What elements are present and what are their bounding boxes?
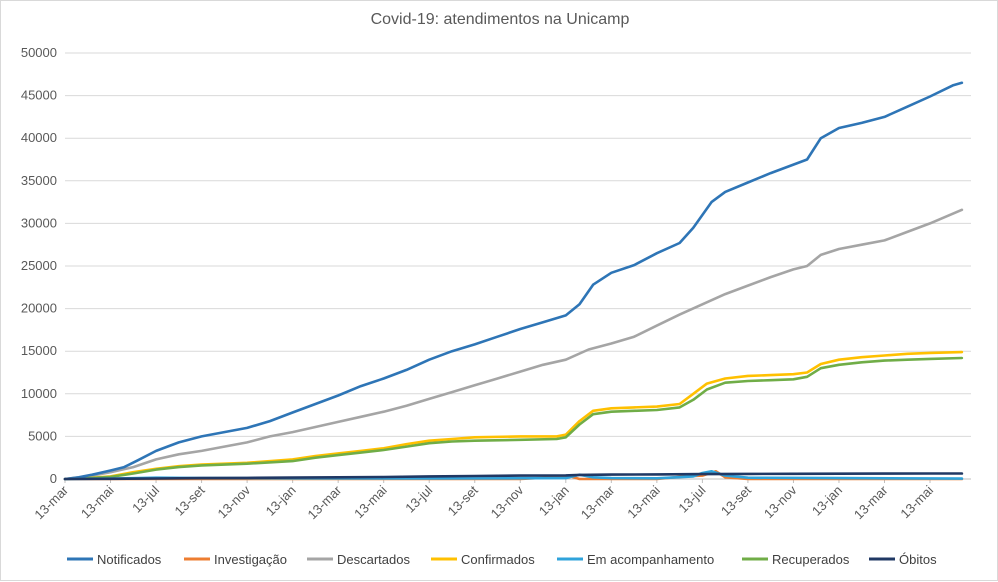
legend-label: Óbitos [899,552,937,567]
x-axis: 13-mar 13-mai 13-jul 13-set 13-nov 13-jan 13-m… [31,478,971,522]
x-tick-label: 13-jan [263,483,299,519]
x-tick-label: 13-mai [897,482,936,521]
x-tick-label: 13-jul [675,482,708,515]
legend-label: Investigação [214,552,287,567]
legend-label: Descartados [337,552,410,567]
y-tick-label: 45000 [21,88,57,103]
x-tick-label: 13-jul [402,482,435,515]
legend-label: Notificados [97,552,162,567]
y-tick-label: 10000 [21,386,57,401]
x-tick-label: 13-nov [215,482,254,521]
y-tick-label: 35000 [21,173,57,188]
x-tick-label: 13-nov [761,482,800,521]
x-tick-label: 13-mai [624,482,663,521]
legend-item: Óbitos [869,552,937,567]
x-tick-label: 13-set [718,482,754,518]
x-tick-label: 13-mar [851,482,891,522]
y-tick-label: 30000 [21,215,57,230]
series-lines [63,81,964,481]
x-tick-label: 13-set [445,482,481,518]
series-line-notificados [63,81,964,481]
legend-label: Recuperados [772,552,850,567]
legend-item: Confirmados [431,552,535,567]
legend-item: Recuperados [742,552,850,567]
x-tick-label: 13-mar [305,482,345,522]
x-tick-label: 13-nov [488,482,527,521]
x-tick-label: 13-mar [31,482,71,522]
legend-label: Confirmados [461,552,535,567]
legend: Notificados Investigação Descartados Confir… [67,552,937,567]
legend-item: Descartados [307,552,410,567]
y-tick-label: 15000 [21,343,57,358]
legend-label: Em acompanhamento [587,552,714,567]
series-line-óbitos [63,472,964,481]
chart-title: Covid-19: atendimentos na Unicamp [370,11,630,28]
y-tick-label: 0 [50,471,57,486]
x-tick-label: 13-set [172,482,208,518]
y-tick-label: 25000 [21,258,57,273]
series-line-descartados [63,208,964,481]
y-tick-label: 20000 [21,301,57,316]
x-tick-label: 13-mar [578,482,618,522]
y-tick-label: 50000 [21,45,57,60]
legend-item: Notificados [67,552,162,567]
series-line-confirmados [63,350,964,481]
x-tick-label: 13-jan [536,483,572,519]
gridlines [65,52,971,437]
y-tick-label: 40000 [21,130,57,145]
x-tick-label: 13-mai [78,482,117,521]
x-tick-label: 13-jul [129,482,162,515]
x-tick-label: 13-jan [809,483,845,519]
y-tick-label: 5000 [28,428,57,443]
legend-item: Investigação [184,552,287,567]
x-tick-label: 13-mai [351,482,390,521]
legend-item: Em acompanhamento [557,552,714,567]
series-line-recuperados [63,356,964,481]
y-axis: 0 5000 10000 15000 20000 25000 30000 35000 40000… [21,45,57,486]
